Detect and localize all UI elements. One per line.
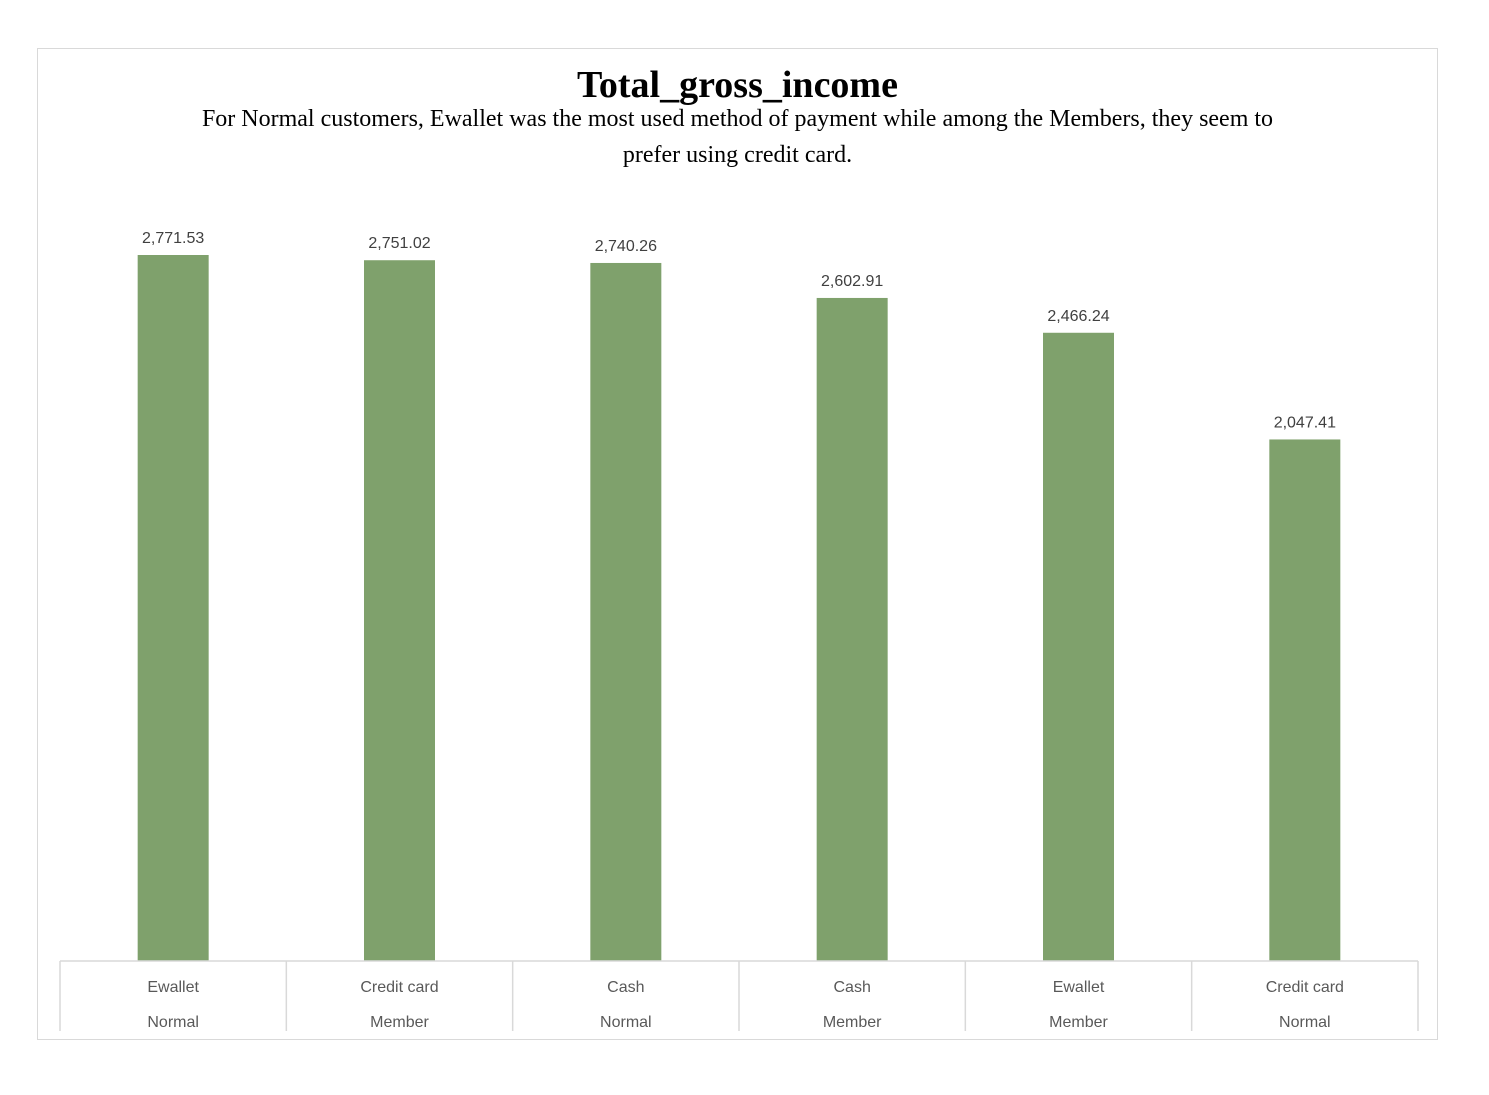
x-tick-customer-type-2: Member: [370, 1014, 429, 1031]
data-label-4: 2,602.91: [821, 273, 883, 290]
x-tick-customer-type-4: Member: [823, 1014, 882, 1031]
bar-2: [364, 260, 435, 961]
x-tick-customer-type-6: Normal: [1279, 1014, 1331, 1031]
chart-subtitle: For Normal customers, Ewallet was the mo…: [201, 106, 1274, 168]
data-label-5: 2,466.24: [1047, 308, 1109, 325]
x-tick-payment-2: Credit card: [360, 979, 438, 996]
data-label-3: 2,740.26: [595, 238, 657, 255]
x-tick-customer-type-3: Normal: [600, 1014, 652, 1031]
bar-4: [816, 297, 888, 961]
x-tick-customer-type-5: Member: [1049, 1014, 1108, 1031]
data-label-2: 2,751.02: [368, 235, 430, 252]
chart-title: Total_gross_income: [577, 64, 898, 106]
x-tick-payment-4: Cash: [833, 979, 870, 996]
bar-6: [1269, 439, 1341, 961]
x-tick-payment-3: Cash: [607, 979, 644, 996]
x-tick-payment-1: Ewallet: [147, 979, 199, 996]
x-tick-customer-type-1: Normal: [147, 1014, 199, 1031]
bar-1: [137, 255, 209, 961]
plot-area: 2,771.53 Ewallet Normal 2,751.02 Credit card…: [59, 230, 1419, 1031]
x-tick-payment-5: Ewallet: [1053, 979, 1105, 996]
data-label-1: 2,771.53: [142, 230, 204, 247]
chart-frame: Total_gross_income For Normal customers,…: [37, 48, 1438, 1040]
bar-5: [1043, 332, 1114, 961]
bar-3: [590, 262, 662, 961]
x-tick-payment-6: Credit card: [1266, 979, 1344, 996]
data-label-6: 2,047.41: [1274, 414, 1336, 431]
